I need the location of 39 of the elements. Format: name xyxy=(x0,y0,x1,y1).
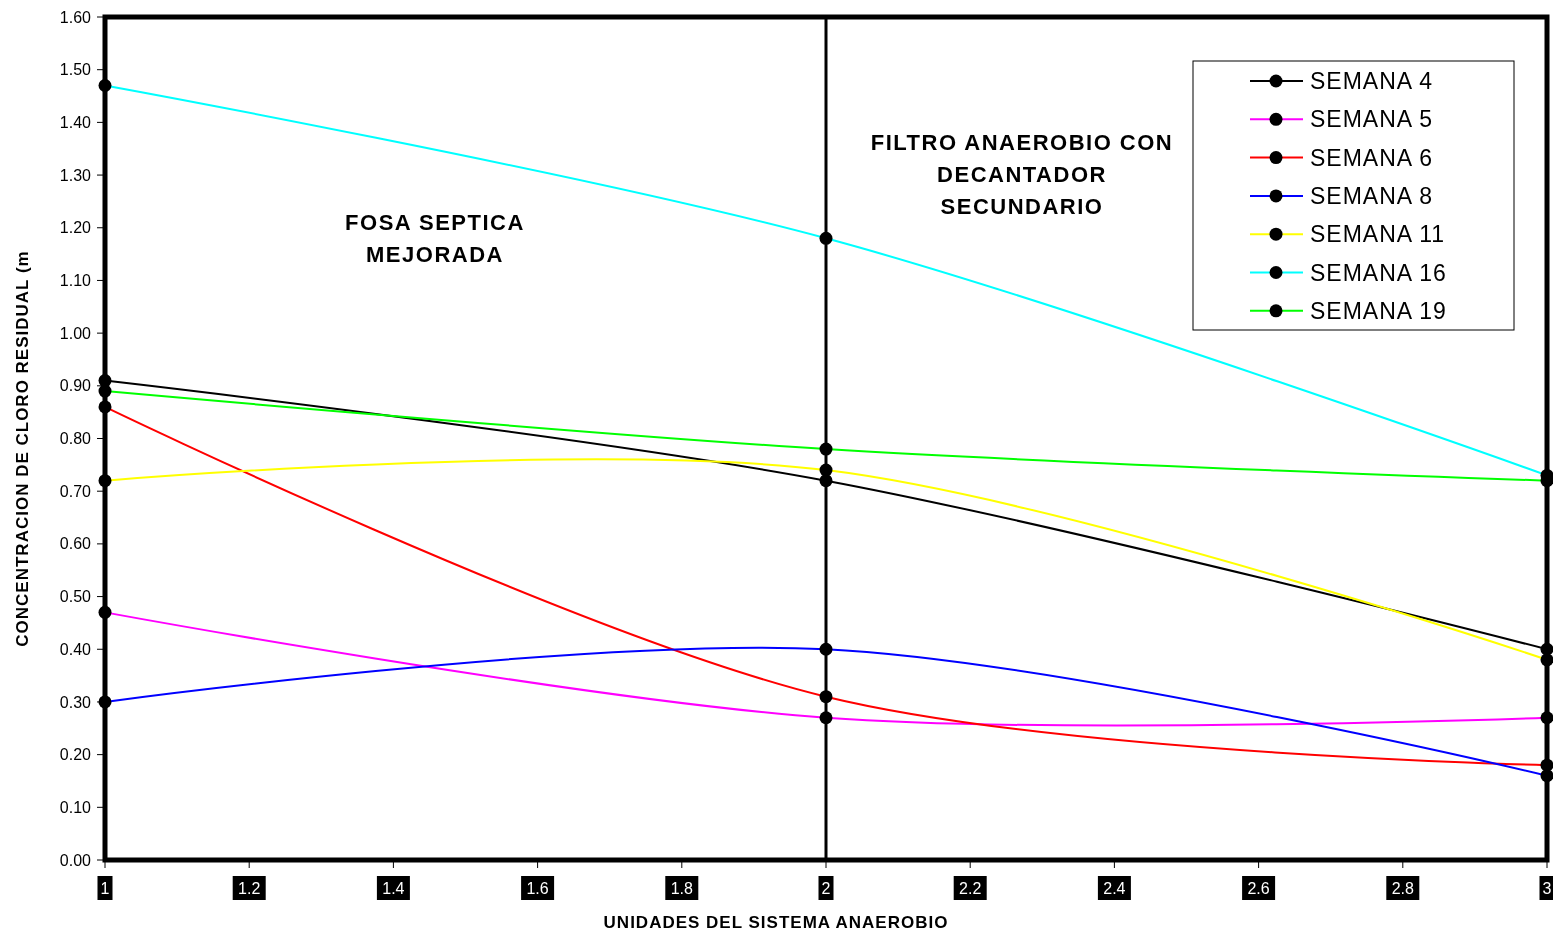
x-tick-label: 2.8 xyxy=(1391,879,1415,897)
legend-label: SEMANA 8 xyxy=(1310,182,1434,209)
y-tick-label: 1.30 xyxy=(59,166,92,184)
legend-label: SEMANA 19 xyxy=(1310,297,1447,324)
y-tick-label: 0.90 xyxy=(59,377,92,395)
y-axis-title: CONCENTRACION DE CLORO RESIDUAL (m xyxy=(13,250,32,647)
legend-label: SEMANA 5 xyxy=(1310,106,1434,133)
x-tick-label: 1.8 xyxy=(670,879,694,897)
x-tick-label: 2 xyxy=(821,879,831,897)
legend-label: SEMANA 4 xyxy=(1310,68,1434,95)
legend-label: SEMANA 11 xyxy=(1310,221,1446,248)
legend-label: SEMANA 6 xyxy=(1310,144,1434,171)
x-tick-label: 1.6 xyxy=(526,879,549,897)
y-tick-label: 0.50 xyxy=(59,588,92,606)
x-tick-label: 1.4 xyxy=(382,879,405,897)
x-tick-label: 2.6 xyxy=(1247,879,1270,897)
y-tick-label: 0.20 xyxy=(59,746,92,764)
x-tick-label: 1.2 xyxy=(238,879,261,897)
annotation: FILTRO ANAEROBIO CON DECANTADOR SECUNDARIO xyxy=(870,130,1174,219)
x-tick-label: 2.2 xyxy=(959,879,982,897)
annotation: FOSA SEPTICA MEJORADA xyxy=(345,210,525,267)
y-tick-label: 0.60 xyxy=(59,535,92,553)
y-tick-label: 1.60 xyxy=(59,8,92,26)
y-tick-label: 1.10 xyxy=(59,272,92,290)
x-tick-label: 1 xyxy=(100,879,110,897)
y-tick-label: 1.20 xyxy=(59,219,92,237)
y-tick-label: 0.80 xyxy=(59,430,92,448)
y-tick-label: 0.10 xyxy=(59,798,92,816)
x-tick-label: 3 xyxy=(1542,879,1552,897)
y-tick-label: 0.00 xyxy=(59,851,92,869)
y-tick-label: 1.00 xyxy=(59,324,92,342)
y-tick-label: 0.30 xyxy=(59,693,92,711)
x-axis-title: UNIDADES DEL SISTEMA ANAEROBIO xyxy=(603,913,949,932)
y-tick-label: 1.40 xyxy=(59,113,92,131)
legend-label: SEMANA 16 xyxy=(1310,259,1447,286)
y-tick-label: 0.70 xyxy=(59,482,92,500)
y-tick-label: 1.50 xyxy=(59,61,92,79)
y-tick-label: 0.40 xyxy=(59,640,92,658)
x-tick-label: 2.4 xyxy=(1103,879,1126,897)
